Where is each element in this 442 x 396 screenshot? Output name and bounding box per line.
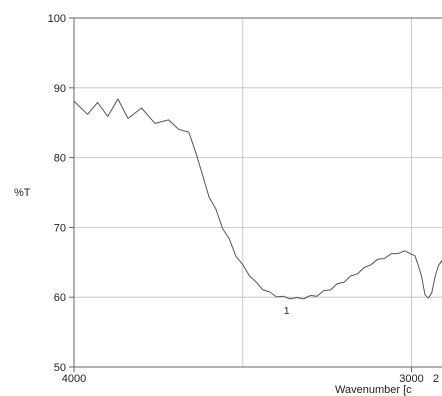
y-tick-label: 100 (48, 13, 66, 25)
y-tick-label: 70 (54, 222, 66, 234)
y-tick-label: 50 (54, 362, 66, 374)
annotation-layer: 12 (284, 306, 290, 317)
x-tick-label: 2 (433, 373, 439, 385)
plot-frame (73, 17, 442, 368)
y-tick-label: 60 (54, 292, 66, 304)
peak-annotation: 1 (284, 306, 290, 317)
x-axis-label: Wavenumber [c (335, 384, 412, 396)
x-tick-label: 4000 (62, 373, 86, 385)
y-axis-ticks: 100 90 80 70 60 50 (48, 13, 74, 374)
grid-lines (74, 18, 442, 367)
y-tick-label: 80 (54, 153, 66, 165)
x-tick-label: 3000 (399, 373, 423, 385)
y-axis-label: %T (14, 187, 31, 199)
x-axis-ticks: 4000 3000 2 (62, 367, 439, 385)
y-tick-label: 90 (54, 83, 66, 95)
spectrum-line (73, 98, 442, 300)
series-layer (73, 98, 442, 300)
